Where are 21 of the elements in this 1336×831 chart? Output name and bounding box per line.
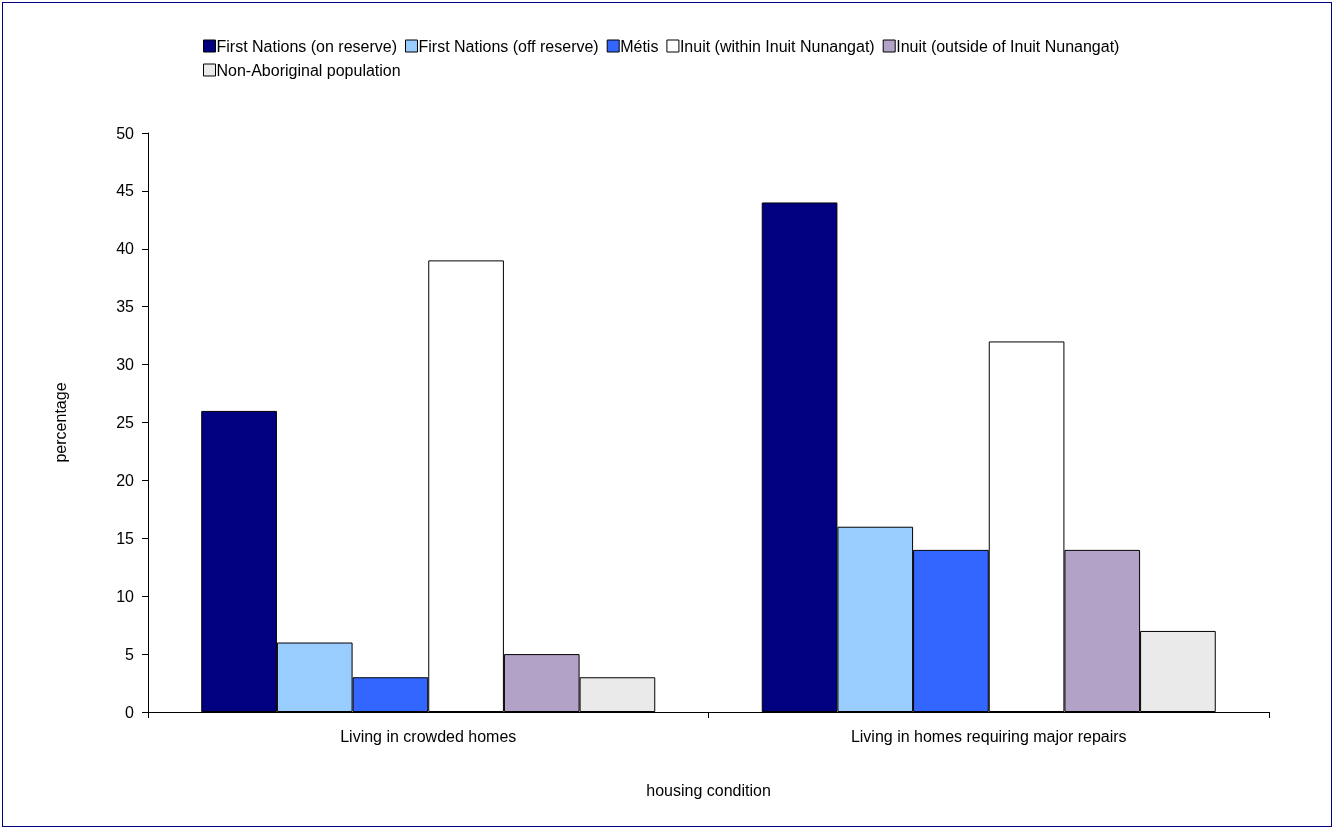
y-tick-label: 35	[116, 298, 135, 316]
x-axis-title: housing condition	[646, 781, 771, 799]
y-tick-label: 45	[116, 182, 135, 200]
legend-label: First Nations (on reserve)	[216, 37, 397, 55]
y-tick-label: 10	[116, 587, 135, 605]
legend-label: Inuit (outside of Inuit Nunangat)	[896, 37, 1120, 55]
y-axis-title: percentage	[51, 382, 69, 463]
legend-label: First Nations (off reserve)	[418, 37, 599, 55]
x-tick-label: Living in crowded homes	[340, 727, 517, 745]
y-tick-label: 20	[116, 471, 135, 489]
y-tick-label: 50	[116, 124, 135, 142]
legend-label: Non-Aboriginal population	[216, 61, 401, 79]
y-tick-label: 15	[116, 529, 135, 547]
y-tick-label: 40	[116, 240, 135, 258]
x-tick-label: Living in homes requiring major repairs	[850, 727, 1127, 745]
y-tick-label: 0	[125, 703, 135, 721]
y-tick-label: 30	[116, 356, 135, 374]
legend-label: Métis	[620, 37, 659, 55]
legend-label: Inuit (within Inuit Nunangat)	[679, 37, 875, 55]
y-tick-label: 5	[125, 645, 135, 663]
y-tick-label: 25	[116, 414, 135, 431]
